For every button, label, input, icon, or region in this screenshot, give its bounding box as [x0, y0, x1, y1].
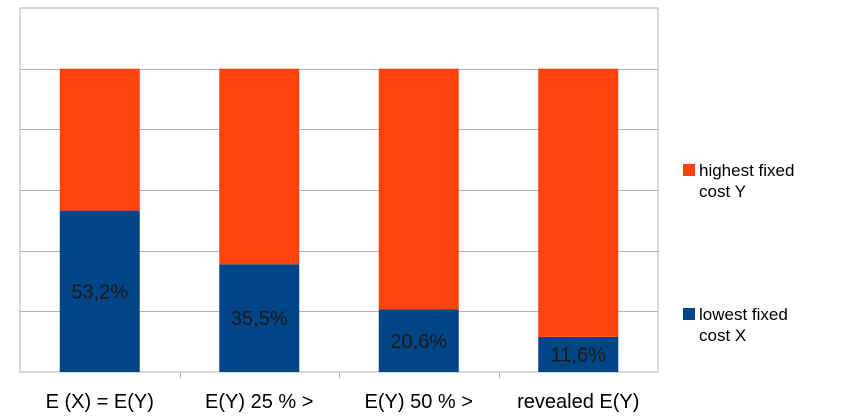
legend-swatch: [683, 164, 695, 176]
bar-highest-fixed-cost-y: [538, 68, 619, 337]
data-label: 53,2%: [71, 281, 128, 303]
category-label: revealed E(Y): [517, 391, 639, 413]
bar-highest-fixed-cost-y: [219, 68, 300, 265]
legend: highest fixed cost Y lowest fixed cost X: [683, 161, 794, 345]
bars: 53,2% 35,5% 20,6% 11,6%: [59, 68, 619, 372]
bar-lowest-fixed-cost-x: [59, 210, 140, 372]
legend-label: lowest fixed: [699, 305, 788, 324]
bar-highest-fixed-cost-y: [59, 68, 140, 211]
data-label: 20,6%: [390, 331, 447, 353]
category-labels: E (X) = E(Y) E(Y) 25 % > E(Y) 50 % > reveal…: [46, 391, 640, 413]
category-label: E(Y) 50 % >: [365, 391, 473, 413]
bar-lowest-fixed-cost-x: [219, 264, 300, 372]
legend-swatch: [683, 308, 695, 320]
legend-label: highest fixed: [699, 161, 794, 180]
legend-label: cost Y: [699, 182, 746, 201]
bar-lowest-fixed-cost-x: [538, 336, 619, 372]
data-label: 35,5%: [231, 308, 288, 330]
category-axis: [180, 372, 500, 378]
data-label: 11,6%: [551, 344, 606, 366]
category-label: E(Y) 25 % >: [205, 391, 313, 413]
bar-lowest-fixed-cost-x: [378, 309, 459, 372]
legend-label: cost X: [699, 326, 746, 345]
category-label: E (X) = E(Y): [46, 391, 154, 413]
bar-highest-fixed-cost-y: [378, 68, 459, 310]
